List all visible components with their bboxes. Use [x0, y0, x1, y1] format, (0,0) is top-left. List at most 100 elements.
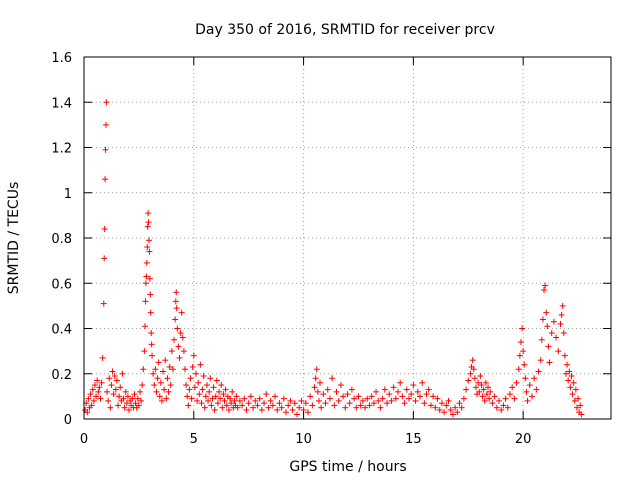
data-point [384, 400, 391, 407]
data-point [521, 361, 528, 368]
data-point [218, 382, 225, 389]
data-point [149, 352, 156, 359]
data-point [293, 411, 300, 418]
data-point [320, 391, 327, 398]
data-point [216, 388, 223, 395]
data-point [568, 373, 575, 380]
data-point [221, 397, 228, 404]
data-point [141, 348, 148, 355]
data-point [134, 395, 141, 402]
data-point [359, 397, 366, 404]
data-point [131, 391, 138, 398]
data-point [395, 388, 402, 395]
data-point [315, 397, 322, 404]
data-point [119, 370, 126, 377]
data-point [189, 363, 196, 370]
data-point [460, 395, 467, 402]
data-point [143, 273, 150, 280]
data-point [247, 393, 254, 400]
data-point [210, 384, 217, 391]
data-point [528, 393, 535, 400]
data-point [569, 391, 576, 398]
data-point [388, 397, 395, 404]
y-axis-label: SRMTID / TECUs [6, 182, 22, 295]
data-point [509, 384, 516, 391]
data-point [546, 359, 553, 366]
data-point [538, 336, 545, 343]
data-point [478, 382, 485, 389]
data-point [421, 400, 428, 407]
data-point [362, 404, 369, 411]
data-point [90, 397, 97, 404]
data-point [95, 388, 102, 395]
data-point [471, 375, 478, 382]
y-tick-label: 1.4 [51, 96, 72, 111]
data-point [261, 400, 268, 407]
data-point [312, 375, 319, 382]
data-point [220, 391, 227, 398]
data-point [256, 395, 263, 402]
data-point [545, 343, 552, 350]
data-point [566, 368, 573, 375]
data-point [573, 404, 580, 411]
data-points [82, 99, 585, 418]
data-point [100, 300, 107, 307]
x-tick-label: 5 [190, 432, 198, 447]
data-point [373, 388, 380, 395]
data-point [252, 397, 259, 404]
data-point [493, 404, 500, 411]
data-point [485, 384, 492, 391]
data-point [477, 373, 484, 380]
data-point [173, 289, 180, 296]
data-point [436, 406, 443, 413]
data-point [276, 400, 283, 407]
y-tick-label: 0.2 [51, 368, 72, 383]
data-point [487, 388, 494, 395]
data-point [533, 386, 540, 393]
data-point [227, 395, 234, 402]
data-point [483, 391, 490, 398]
data-point [139, 382, 146, 389]
data-point [479, 393, 486, 400]
data-point [167, 382, 174, 389]
data-point [177, 330, 184, 337]
data-point [480, 386, 487, 393]
data-point [447, 406, 454, 413]
data-point [304, 409, 311, 416]
data-point [144, 223, 151, 230]
data-point [553, 334, 560, 341]
data-point [135, 402, 142, 409]
data-point [163, 395, 170, 402]
data-point [138, 397, 145, 404]
data-point [157, 379, 164, 386]
data-point [101, 255, 108, 262]
data-point [192, 370, 199, 377]
data-point [335, 397, 342, 404]
data-point [150, 370, 157, 377]
data-point [412, 397, 419, 404]
data-point [469, 357, 476, 364]
data-point [142, 323, 149, 330]
data-point [117, 384, 124, 391]
data-point [166, 363, 173, 370]
data-point [188, 395, 195, 402]
data-point [245, 400, 252, 407]
axis-ticks: 0 5 10 15 20 0 0.2 0.4 0.6 0.8 1 1.2 1.4 1.6 [51, 51, 611, 447]
data-point [456, 400, 463, 407]
data-point [408, 391, 415, 398]
data-point [465, 377, 472, 384]
data-point [283, 409, 290, 416]
data-point [346, 400, 353, 407]
data-point [296, 404, 303, 411]
data-point [517, 339, 524, 346]
data-point [146, 248, 153, 255]
data-point [173, 305, 180, 312]
data-point [89, 386, 96, 393]
data-point [537, 357, 544, 364]
data-point [318, 404, 325, 411]
data-point [145, 210, 152, 217]
y-tick-label: 0 [64, 413, 72, 428]
data-point [309, 402, 316, 409]
data-point [555, 348, 562, 355]
data-point [231, 397, 238, 404]
